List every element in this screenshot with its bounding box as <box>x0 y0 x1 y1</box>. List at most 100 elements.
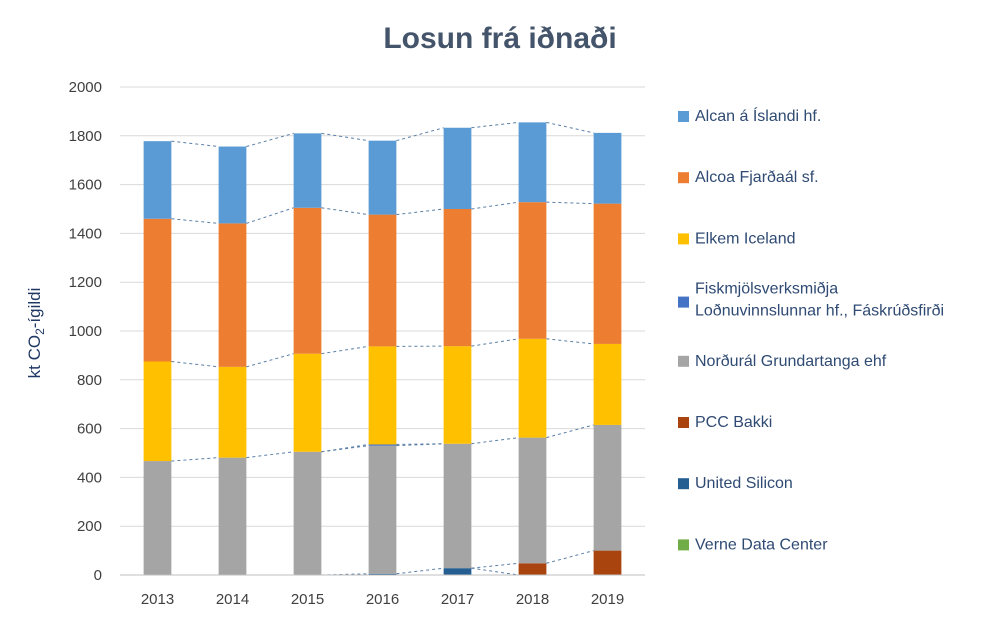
y-tick-label: 200 <box>77 518 102 535</box>
bar-segment <box>294 208 322 354</box>
bar-segment <box>519 202 547 339</box>
x-tick-label: 2016 <box>366 591 399 608</box>
series-line <box>471 438 518 444</box>
legend: Alcan á Íslandi hf. Alcoa Fjarðaál sf. Elk… <box>678 106 944 553</box>
bar-segment <box>594 551 622 575</box>
series-line <box>471 568 518 575</box>
bar-segment <box>444 568 472 575</box>
series-line <box>396 128 443 141</box>
bar-segment <box>219 458 247 575</box>
x-tick-label: 2013 <box>141 591 174 608</box>
series-line <box>171 219 218 224</box>
legend-swatch <box>678 172 689 183</box>
bar-segment <box>594 425 622 551</box>
bar-segment <box>294 354 322 452</box>
y-axis-label-suffix: -ígildi <box>25 288 44 329</box>
bar-segment <box>444 444 472 568</box>
series-line <box>396 209 443 215</box>
bar-segment <box>519 339 547 438</box>
x-tick-label: 2014 <box>216 591 249 608</box>
y-tick-label: 400 <box>77 469 102 486</box>
legend-swatch <box>678 111 689 122</box>
bar-segment <box>144 461 172 575</box>
x-tick-label: 2018 <box>516 591 549 608</box>
series-line <box>396 444 443 445</box>
bar-segment <box>219 223 247 366</box>
series-line <box>246 208 293 224</box>
series-line <box>546 339 593 344</box>
legend-swatch <box>678 417 689 428</box>
series-line <box>321 346 368 353</box>
bar-segment <box>144 362 172 462</box>
series-line <box>396 568 443 574</box>
legend-swatch <box>678 539 689 550</box>
y-axis-label: kt CO2-ígildi <box>25 288 47 379</box>
legend-label-line: Fiskmjölsverksmiðja <box>695 281 838 298</box>
series-line <box>471 563 518 568</box>
bars <box>144 122 622 575</box>
bar-segment <box>444 128 472 209</box>
x-tick-label: 2017 <box>441 591 474 608</box>
series-line <box>321 133 368 140</box>
legend-label: Verne Data Center <box>695 536 828 553</box>
legend-label: PCC Bakki <box>695 414 772 431</box>
x-tick-label: 2019 <box>591 591 624 608</box>
y-tick-label: 600 <box>77 421 102 438</box>
y-tick-label: 1600 <box>69 177 102 194</box>
bar-segment <box>144 219 172 362</box>
y-tick-label: 1000 <box>69 323 102 340</box>
bar-segment <box>369 446 397 574</box>
y-tick-label: 2000 <box>69 79 102 96</box>
series-line <box>246 354 293 367</box>
bar-segment <box>294 133 322 207</box>
series-line <box>321 208 368 215</box>
legend-label: Norðurál Grundartanga ehf <box>695 353 887 370</box>
bar-segment <box>594 344 622 425</box>
series-line <box>171 141 218 146</box>
bar-segment <box>519 122 547 202</box>
legend-swatch <box>678 297 689 308</box>
bar-segment <box>219 147 247 224</box>
series-line <box>471 339 518 346</box>
bar-segment <box>369 444 397 445</box>
legend-label-line: Loðnuvinnslunnar hf., Fáskrúðsfirði <box>695 303 944 320</box>
legend-label: Alcoa Fjarðaál sf. <box>695 169 819 186</box>
bar-segment <box>519 563 547 575</box>
legend-swatch <box>678 478 689 489</box>
series-line <box>246 452 293 458</box>
legend-label: United Silicon <box>695 475 793 492</box>
series-line <box>546 122 593 132</box>
bar-segment <box>594 204 622 344</box>
y-tick-label: 1200 <box>69 274 102 291</box>
bar-segment <box>144 141 172 219</box>
series-line <box>321 444 368 451</box>
y-tick-label: 0 <box>94 567 102 584</box>
bar-segment <box>294 452 322 575</box>
y-tick-label: 1800 <box>69 128 102 145</box>
series-line <box>546 551 593 564</box>
series-line <box>171 362 218 367</box>
series-line <box>471 122 518 127</box>
bar-segment <box>444 209 472 346</box>
series-line <box>546 202 593 203</box>
series-line <box>171 458 218 461</box>
legend-label: Elkem Iceland <box>695 230 796 247</box>
bar-segment <box>594 133 622 204</box>
y-tick-label: 1400 <box>69 225 102 242</box>
series-line <box>471 202 518 209</box>
legend-label: Alcan á Íslandi hf. <box>695 106 821 125</box>
legend-label: Fiskmjölsverksmiðja Loðnuvinnslunnar hf.,… <box>695 281 944 320</box>
bar-segment <box>519 438 547 564</box>
chart-title: Losun frá iðnaði <box>383 22 616 55</box>
legend-swatch <box>678 233 689 244</box>
bar-segment <box>369 346 397 444</box>
bar-segment <box>369 215 397 347</box>
bar-segment <box>219 367 247 458</box>
series-line <box>546 425 593 438</box>
y-axis-label-prefix: kt CO <box>25 335 44 378</box>
bar-segment <box>369 141 397 215</box>
